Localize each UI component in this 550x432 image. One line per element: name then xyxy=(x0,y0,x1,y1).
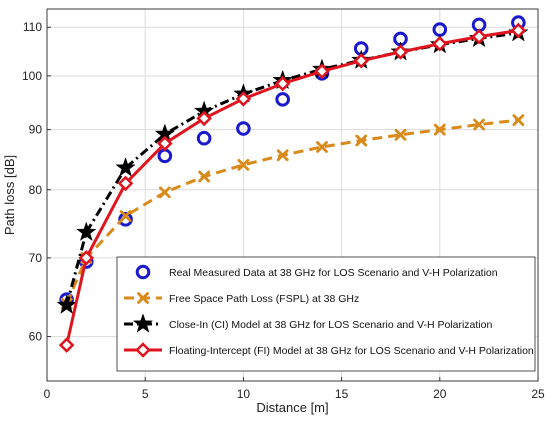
data-point-diamond xyxy=(196,110,212,127)
data-point-diamond xyxy=(314,63,330,80)
data-point-circle xyxy=(135,264,151,280)
y-tick-label: 70 xyxy=(29,251,43,265)
data-point-x xyxy=(433,123,446,136)
series-layer xyxy=(56,15,529,353)
legend-label: Free Space Path Loss (FSPL) at 38 GHz xyxy=(169,293,359,305)
legend: Real Measured Data at 38 GHz for LOS Sce… xyxy=(116,256,536,372)
data-point-diamond xyxy=(510,22,527,39)
x-tick-label: 5 xyxy=(142,387,149,401)
data-point-diamond xyxy=(135,342,151,358)
data-point-diamond xyxy=(78,250,95,266)
data-point-star xyxy=(56,294,77,314)
data-point-x xyxy=(276,149,289,162)
data-point-diamond xyxy=(117,175,134,192)
data-point-circle xyxy=(196,130,212,146)
y-tick-label: 100 xyxy=(22,69,42,83)
data-point-x xyxy=(119,210,132,222)
data-point-star xyxy=(115,157,136,177)
data-point-x xyxy=(198,170,211,183)
series-diamond xyxy=(58,22,527,353)
data-point-circle xyxy=(118,212,133,227)
data-point-diamond xyxy=(235,91,252,107)
data-point-x xyxy=(512,114,525,126)
y-tick-label: 110 xyxy=(23,20,42,34)
data-point-circle xyxy=(275,92,290,107)
data-point-diamond xyxy=(274,75,291,92)
data-point-diamond xyxy=(392,44,409,60)
legend-label: Close-In (CI) Model at 38 GHz for LOS Sc… xyxy=(169,319,492,331)
data-point-diamond xyxy=(353,53,370,69)
y-tick-label: 80 xyxy=(29,183,43,197)
data-point-diamond xyxy=(471,28,487,45)
x-tick-label: 15 xyxy=(335,387,349,401)
legend-label: Floating-Intercept (FI) Model at 38 GHz … xyxy=(169,345,534,357)
y-axis: 60 70 80 90 100 110 xyxy=(22,20,51,344)
x-axis-label: Distance [m] xyxy=(256,400,328,415)
data-point-diamond xyxy=(157,135,173,152)
data-point-x xyxy=(355,134,368,147)
data-point-circle xyxy=(236,121,251,136)
y-axis-label: Path loss [dB] xyxy=(2,155,17,235)
x-tick-label: 20 xyxy=(433,387,447,401)
legend-box xyxy=(116,256,536,372)
data-point-x xyxy=(473,118,485,131)
data-point-x xyxy=(394,128,407,141)
data-point-diamond xyxy=(432,35,448,52)
x-tick-label: 25 xyxy=(531,387,545,401)
data-point-diamond xyxy=(58,337,75,353)
x-tick-label: 10 xyxy=(237,387,251,401)
y-tick-label: 60 xyxy=(29,330,43,344)
legend-label: Real Measured Data at 38 GHz for LOS Sce… xyxy=(169,267,498,279)
x-tick-label: 0 xyxy=(44,387,51,401)
data-point-x xyxy=(137,292,149,304)
data-point-x xyxy=(158,186,171,199)
data-point-star xyxy=(76,221,97,242)
data-point-star xyxy=(132,313,154,333)
plot-frame xyxy=(46,8,539,382)
y-tick-label: 90 xyxy=(29,123,43,137)
x-axis: 0 5 10 15 20 25 xyxy=(44,377,545,401)
data-point-x xyxy=(316,141,328,153)
data-point-x xyxy=(237,158,250,171)
